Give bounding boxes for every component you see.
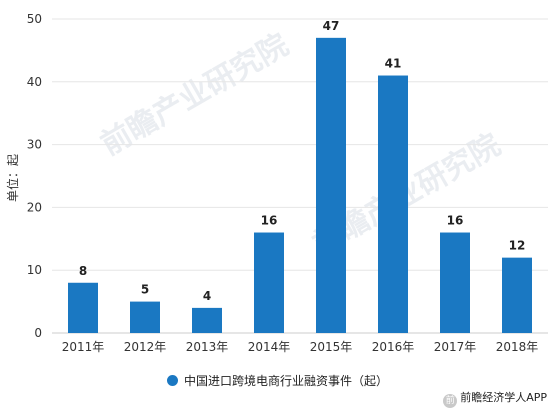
data-label: 5 <box>141 283 149 297</box>
y-tick-label: 10 <box>27 263 42 277</box>
source-label: 前瞻经济学人APP <box>460 391 547 404</box>
source-logo-icon: 前 <box>443 394 458 408</box>
data-label: 12 <box>509 239 526 253</box>
bar <box>68 282 98 333</box>
y-axis-label: 单位：起 <box>5 154 20 202</box>
data-labels: 8 5 4 16 47 41 16 12 <box>79 19 526 303</box>
data-label: 4 <box>203 289 211 303</box>
x-tick-label: 2011年 <box>62 340 105 354</box>
data-label: 8 <box>79 264 87 278</box>
x-axis-ticks: 2011年 2012年 2013年 2014年 2015年 2016年 2017年 2018年 <box>62 340 539 354</box>
y-tick-label: 0 <box>34 326 42 340</box>
x-tick-label: 2016年 <box>372 340 415 354</box>
bar-chart: 0 10 20 30 40 50 8 5 4 16 47 41 16 12 2011年 2012年 2013… <box>5 12 548 354</box>
legend-label: 中国进口跨境电商行业融资事件（起） <box>183 374 388 388</box>
bars <box>68 37 532 334</box>
y-tick-label: 50 <box>27 12 42 26</box>
x-tick-label: 2012年 <box>124 340 167 354</box>
bar <box>192 307 222 333</box>
y-tick-label: 40 <box>27 75 42 89</box>
x-tick-label: 2015年 <box>310 340 353 354</box>
grid-lines <box>52 18 548 334</box>
data-label: 16 <box>447 214 464 228</box>
data-label: 47 <box>323 19 340 33</box>
source-badge: 前前瞻经济学人APP <box>443 389 547 408</box>
data-label: 41 <box>385 57 402 71</box>
y-axis-ticks: 0 10 20 30 40 50 <box>27 12 42 340</box>
data-label: 16 <box>261 214 278 228</box>
x-tick-label: 2018年 <box>496 340 539 354</box>
bar <box>254 232 284 333</box>
bar <box>316 37 346 334</box>
y-tick-label: 30 <box>27 138 42 152</box>
bar <box>440 232 470 333</box>
bar <box>130 301 160 333</box>
bar <box>502 257 532 333</box>
x-tick-label: 2013年 <box>186 340 229 354</box>
y-tick-label: 20 <box>27 200 42 214</box>
x-tick-label: 2014年 <box>248 340 291 354</box>
legend-marker <box>166 375 178 386</box>
x-tick-label: 2017年 <box>434 340 477 354</box>
legend: 中国进口跨境电商行业融资事件（起） <box>0 372 555 389</box>
bar <box>378 75 408 334</box>
